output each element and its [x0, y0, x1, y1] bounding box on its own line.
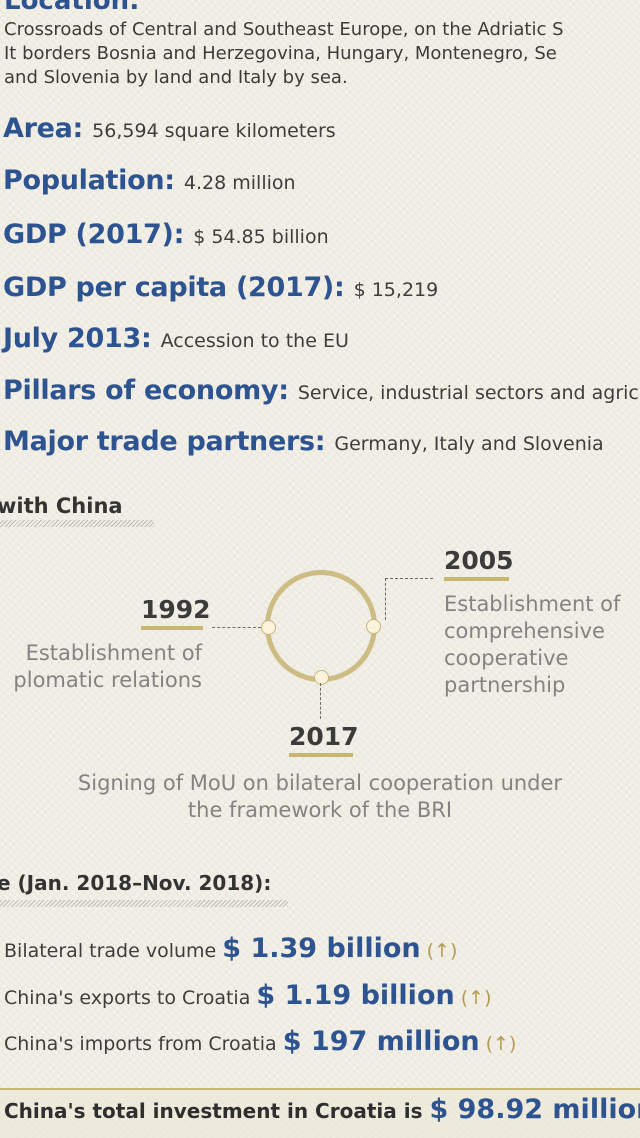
fact-gdp: GDP (2017): $ 54.85 billion [3, 219, 329, 250]
trend-up-icon: (↑) [426, 940, 458, 962]
investment-label: China's total investment in Croatia is [4, 1099, 423, 1123]
event-2005-line-2: comprehensive [444, 619, 605, 643]
event-1992-line-1: Establishment of [25, 641, 202, 665]
fact-value: Accession to the EU [160, 330, 349, 352]
timeline-dot-2005 [366, 619, 381, 634]
event-2005-line-1: Establishment of [444, 592, 621, 616]
trend-up-icon: (↑) [460, 987, 492, 1009]
fact-trade-partners: Major trade partners: Germany, Italy and… [3, 426, 604, 457]
fact-label: Area: [3, 113, 84, 144]
fact-label: Pillars of economy: [3, 375, 289, 406]
fact-value: $ 15,219 [353, 279, 439, 301]
timeline-dot-1992 [261, 620, 276, 635]
trade-amount: $ 197 million [282, 1026, 480, 1057]
location-line-3: and Slovenia by land and Italy by sea. [4, 67, 348, 88]
year-1992-underline [141, 626, 203, 630]
fact-value: Service, industrial sectors and agricult [297, 382, 640, 404]
event-2005: Establishment of comprehensive cooperati… [444, 591, 620, 699]
fact-label: Population: [3, 165, 175, 196]
connector-2017 [320, 683, 321, 719]
fact-label: GDP per capita (2017): [3, 272, 345, 303]
trade-label: China's exports to Croatia [4, 987, 251, 1009]
trade-label: Bilateral trade volume [4, 940, 217, 962]
fact-eu-accession: July 2013: Accession to the EU [3, 323, 349, 354]
trade-row-exports: China's exports to Croatia $ 1.19 billio… [4, 980, 492, 1011]
fact-value: $ 54.85 billion [193, 226, 329, 248]
fact-gdp-per-capita: GDP per capita (2017): $ 15,219 [3, 272, 438, 303]
fact-area: Area: 56,594 square kilometers [3, 113, 336, 144]
event-2017-line-1: Signing of MoU on bilateral cooperation … [77, 771, 563, 795]
connector-2005-vertical [385, 578, 386, 620]
connector-1992 [212, 627, 261, 628]
year-2017-underline [289, 753, 353, 757]
trade-title: e (Jan. 2018–Nov. 2018): [0, 871, 272, 895]
location-line-2: It borders Bosnia and Herzegovina, Hunga… [4, 43, 557, 64]
fact-population: Population: 4.28 million [3, 165, 296, 196]
fact-label: GDP (2017): [3, 219, 185, 250]
fact-value: 4.28 million [183, 172, 296, 194]
year-1992: 1992 [141, 595, 211, 624]
trade-row-imports: China's imports from Croatia $ 197 milli… [4, 1026, 516, 1057]
connector-2005-horizontal [385, 578, 433, 579]
year-2017: 2017 [289, 722, 359, 751]
fact-value: Germany, Italy and Slovenia [334, 433, 604, 455]
trend-up-icon: (↑) [485, 1033, 517, 1055]
trade-amount: $ 1.39 billion [222, 933, 421, 964]
relations-title-underline [0, 520, 154, 527]
trade-label: China's imports from Croatia [4, 1033, 277, 1055]
investment-band [0, 1088, 640, 1138]
year-2005-underline [444, 577, 509, 581]
investment-amount: $ 98.92 million [429, 1094, 640, 1125]
fact-label: Major trade partners: [3, 426, 326, 457]
trade-amount: $ 1.19 billion [256, 980, 455, 1011]
trade-title-underline [0, 900, 288, 907]
trade-row-volume: Bilateral trade volume $ 1.39 billion (↑… [4, 933, 457, 964]
location-title: Location: [4, 0, 140, 16]
fact-economy-pillars: Pillars of economy: Service, industrial … [3, 375, 640, 406]
location-line-1: Crossroads of Central and Southeast Euro… [4, 19, 564, 40]
fact-value: 56,594 square kilometers [92, 120, 336, 142]
event-1992: Establishment of plomatic relations [13, 640, 202, 694]
investment-statement: China's total investment in Croatia is $… [4, 1094, 640, 1125]
event-2017-line-2: the framework of the BRI [187, 798, 453, 822]
event-1992-line-2: plomatic relations [13, 668, 202, 692]
event-2017: Signing of MoU on bilateral cooperation … [0, 770, 640, 824]
fact-label: July 2013: [3, 323, 152, 354]
relations-title: with China [0, 494, 123, 518]
event-2005-line-3: cooperative [444, 646, 569, 670]
event-2005-line-4: partnership [444, 673, 566, 697]
year-2005: 2005 [444, 546, 514, 575]
timeline-ring [265, 570, 377, 682]
timeline-dot-2017 [314, 670, 329, 685]
